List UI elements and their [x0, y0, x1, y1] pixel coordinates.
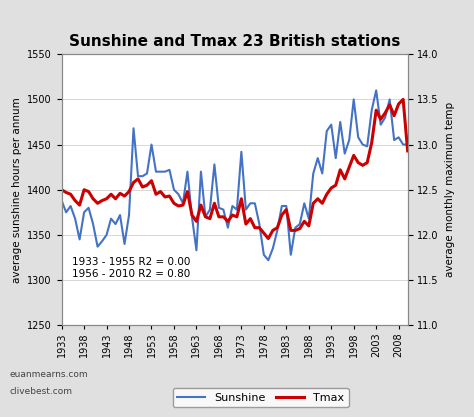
Sunshine [59, 198, 64, 203]
Tmax [405, 148, 410, 153]
Sunshine [310, 171, 316, 176]
Sunshine [171, 187, 177, 192]
Tmax [234, 214, 240, 219]
Sunshine [265, 258, 271, 263]
Y-axis label: average sunshine hours per annum: average sunshine hours per annum [11, 97, 22, 283]
Text: clivebest.com: clivebest.com [9, 387, 73, 396]
Sunshine [117, 213, 123, 218]
Sunshine [234, 207, 240, 212]
Legend: Sunshine, Tmax: Sunshine, Tmax [173, 388, 348, 407]
Tmax [310, 201, 316, 206]
Tmax [59, 187, 64, 192]
Tmax [207, 216, 213, 221]
Sunshine [374, 88, 379, 93]
Tmax [401, 97, 406, 102]
Text: 1933 - 1955 R2 = 0.00
1956 - 2010 R2 = 0.80: 1933 - 1955 R2 = 0.00 1956 - 2010 R2 = 0… [72, 258, 191, 279]
Text: euanmearns.com: euanmearns.com [9, 370, 88, 379]
Tmax [117, 191, 123, 196]
Line: Tmax: Tmax [62, 99, 408, 239]
Tmax [171, 201, 177, 206]
Y-axis label: average monthly maximum temp: average monthly maximum temp [445, 102, 455, 277]
Line: Sunshine: Sunshine [62, 90, 408, 260]
Tmax [81, 187, 87, 192]
Title: Sunshine and Tmax 23 British stations: Sunshine and Tmax 23 British stations [69, 34, 401, 49]
Sunshine [207, 207, 213, 212]
Sunshine [405, 142, 410, 147]
Sunshine [81, 210, 87, 215]
Tmax [265, 236, 271, 241]
